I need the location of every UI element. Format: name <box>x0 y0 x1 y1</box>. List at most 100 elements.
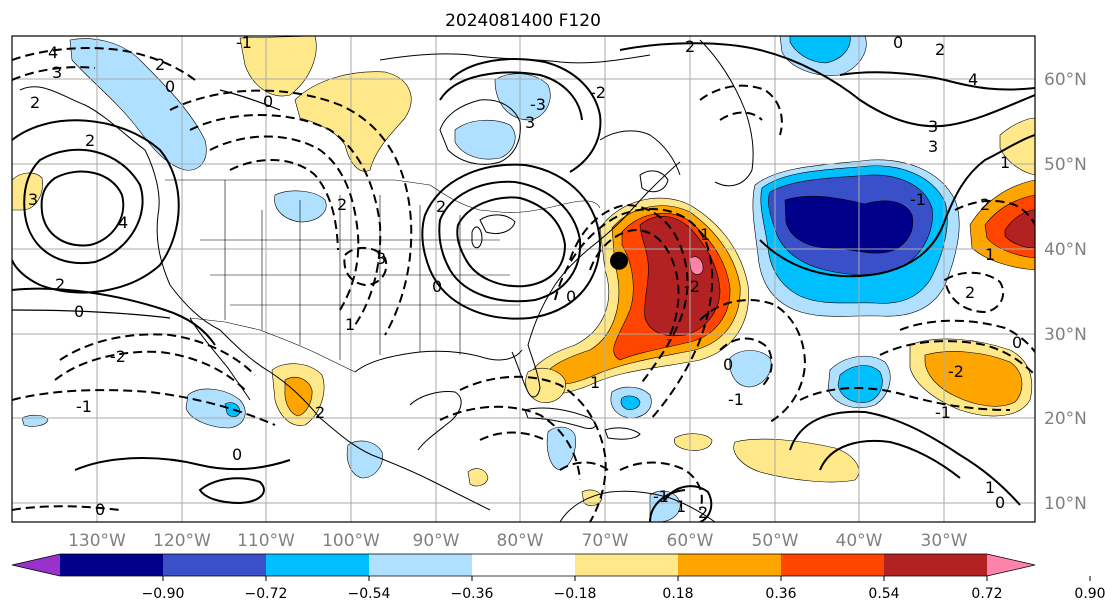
coastlines <box>19 39 754 522</box>
colorbar-segment <box>575 554 679 576</box>
colorbar-tick-label: 0.90 <box>1074 586 1105 602</box>
south-america-north <box>559 490 716 522</box>
lat-label-10n: 10°N <box>1044 494 1087 514</box>
contour-label: 1 <box>590 373 600 392</box>
northeast-low-contour-3 <box>421 163 602 320</box>
negative-anomaly-tropical-atlantic-cyan <box>837 365 883 403</box>
lon-label: 40°W <box>836 531 883 551</box>
caribbean-dashed <box>559 461 609 471</box>
colorbar-segment <box>884 554 988 576</box>
zero-contour-2 <box>219 89 281 111</box>
pacific-high-contour <box>23 148 144 265</box>
colorbar-segments <box>11 553 1036 577</box>
contour-label: -1 <box>236 33 252 52</box>
storm-center-marker <box>610 251 628 270</box>
colorbar-segment <box>678 554 782 576</box>
contour-label: -2 <box>684 277 700 296</box>
colorbar-tick-label: 0.72 <box>971 586 1002 602</box>
east-pacific-contour-2 <box>59 333 256 376</box>
north-atlantic-ridge-2 <box>839 71 1035 91</box>
subtropical-high <box>789 410 1021 506</box>
positive-anomaly-tropics <box>733 438 860 483</box>
negative-anomaly-mid-atlantic <box>729 350 772 388</box>
contour-label: 0 <box>74 302 84 321</box>
contour-label: 1 <box>676 497 686 516</box>
colorbar-tick-label: 0.18 <box>662 586 693 602</box>
contour-label: 1 <box>985 245 995 264</box>
contour-label: 0 <box>263 92 273 111</box>
negative-anomaly-gulf-area <box>546 426 576 471</box>
florida <box>511 344 541 398</box>
contour-label: 1 <box>985 478 995 497</box>
mid-atlantic-trough <box>699 299 807 423</box>
us-mexico-border <box>189 317 356 373</box>
contour-label: 0 <box>995 493 1005 512</box>
contour-label: 0 <box>893 33 903 52</box>
hudson-ridge <box>449 58 602 173</box>
lon-label: 110°W <box>237 531 295 551</box>
contour-label: -1 <box>910 190 926 209</box>
contour-label: -2 <box>590 83 606 102</box>
tropical-pacific-contour-2 <box>198 477 265 505</box>
longitude-labels: 130°W 120°W 110°W 100°W 90°W 80°W 70°W 6… <box>68 531 968 551</box>
contour-label: 0 <box>95 500 105 519</box>
colorbar-segment <box>163 554 267 576</box>
ridge-line <box>12 287 216 346</box>
baja-california <box>189 317 251 401</box>
colorbar-extend-high <box>987 554 1035 576</box>
negative-anomaly-great-lakes <box>274 190 327 223</box>
colorbar-segment <box>472 554 576 576</box>
negative-anomaly-central-america <box>346 440 383 479</box>
lat-label-20n: 20°N <box>1044 409 1087 429</box>
contour-label: -2 <box>110 347 126 366</box>
negative-anomaly-north-atlantic-navy <box>784 195 914 254</box>
colorbar-segment <box>781 554 885 576</box>
alaska-trough-2 <box>12 66 96 81</box>
contour-label: 2 <box>935 40 945 59</box>
contour-label: 0 <box>723 355 733 374</box>
colorbar-tick-label: −0.72 <box>245 586 288 602</box>
contour-label: 0 <box>566 287 576 306</box>
contour-label: -1 <box>76 397 92 416</box>
lon-label: 130°W <box>68 531 126 551</box>
lat-label-30n: 30°N <box>1044 325 1087 345</box>
zero-contour <box>12 309 171 319</box>
atlantic-trough-west-2 <box>589 228 680 341</box>
cuba <box>524 407 596 429</box>
political-borders <box>165 179 601 373</box>
subtropical-trough <box>459 375 607 522</box>
contours-thin <box>12 89 281 319</box>
contour-label: 2 <box>55 275 65 294</box>
map-panel: 4 3 2 2 0 2 -1 0 3 2 0 4 3 2 0 -2 1 -1 0… <box>12 33 1035 522</box>
western-us-trough-3 <box>229 159 339 251</box>
subtropical-trough-2 <box>439 405 581 481</box>
east-pacific-contour <box>54 350 246 391</box>
caribbean-contour <box>664 485 713 522</box>
contour-label: -1 <box>653 487 669 506</box>
colorbar-extend-low <box>12 554 60 576</box>
east-atlantic-trough-3 <box>899 319 1035 353</box>
caribbean-dashed-2 <box>619 461 703 511</box>
contour-label: 2 <box>698 503 708 522</box>
tropical-pacific-contour <box>74 457 291 471</box>
positive-anomaly-atlantic-peak <box>689 256 704 275</box>
contour-label: 3 <box>28 190 38 209</box>
contour-label: -2 <box>948 362 964 381</box>
negative-anomaly-alaska <box>69 38 207 171</box>
contour-label: 2 <box>337 195 347 214</box>
colorbar-tick-label: 0.54 <box>868 586 899 602</box>
subtropical-trough-3 <box>479 431 546 441</box>
western-us-trough <box>189 114 382 326</box>
lon-label: 120°W <box>153 531 211 551</box>
yucatan <box>409 391 462 451</box>
colorbar-outline <box>11 553 1036 577</box>
positive-anomaly-venezuela <box>581 489 603 507</box>
contour-label: 3 <box>928 137 938 156</box>
contour-label: -1 <box>728 390 744 409</box>
colorbar-segment <box>60 554 164 576</box>
lon-label: 50°W <box>752 531 799 551</box>
caribbean-contour-2 <box>649 489 686 522</box>
north-atlantic-ridge <box>619 42 1035 128</box>
positive-anomaly-subtropical-east-orange <box>924 351 1023 407</box>
